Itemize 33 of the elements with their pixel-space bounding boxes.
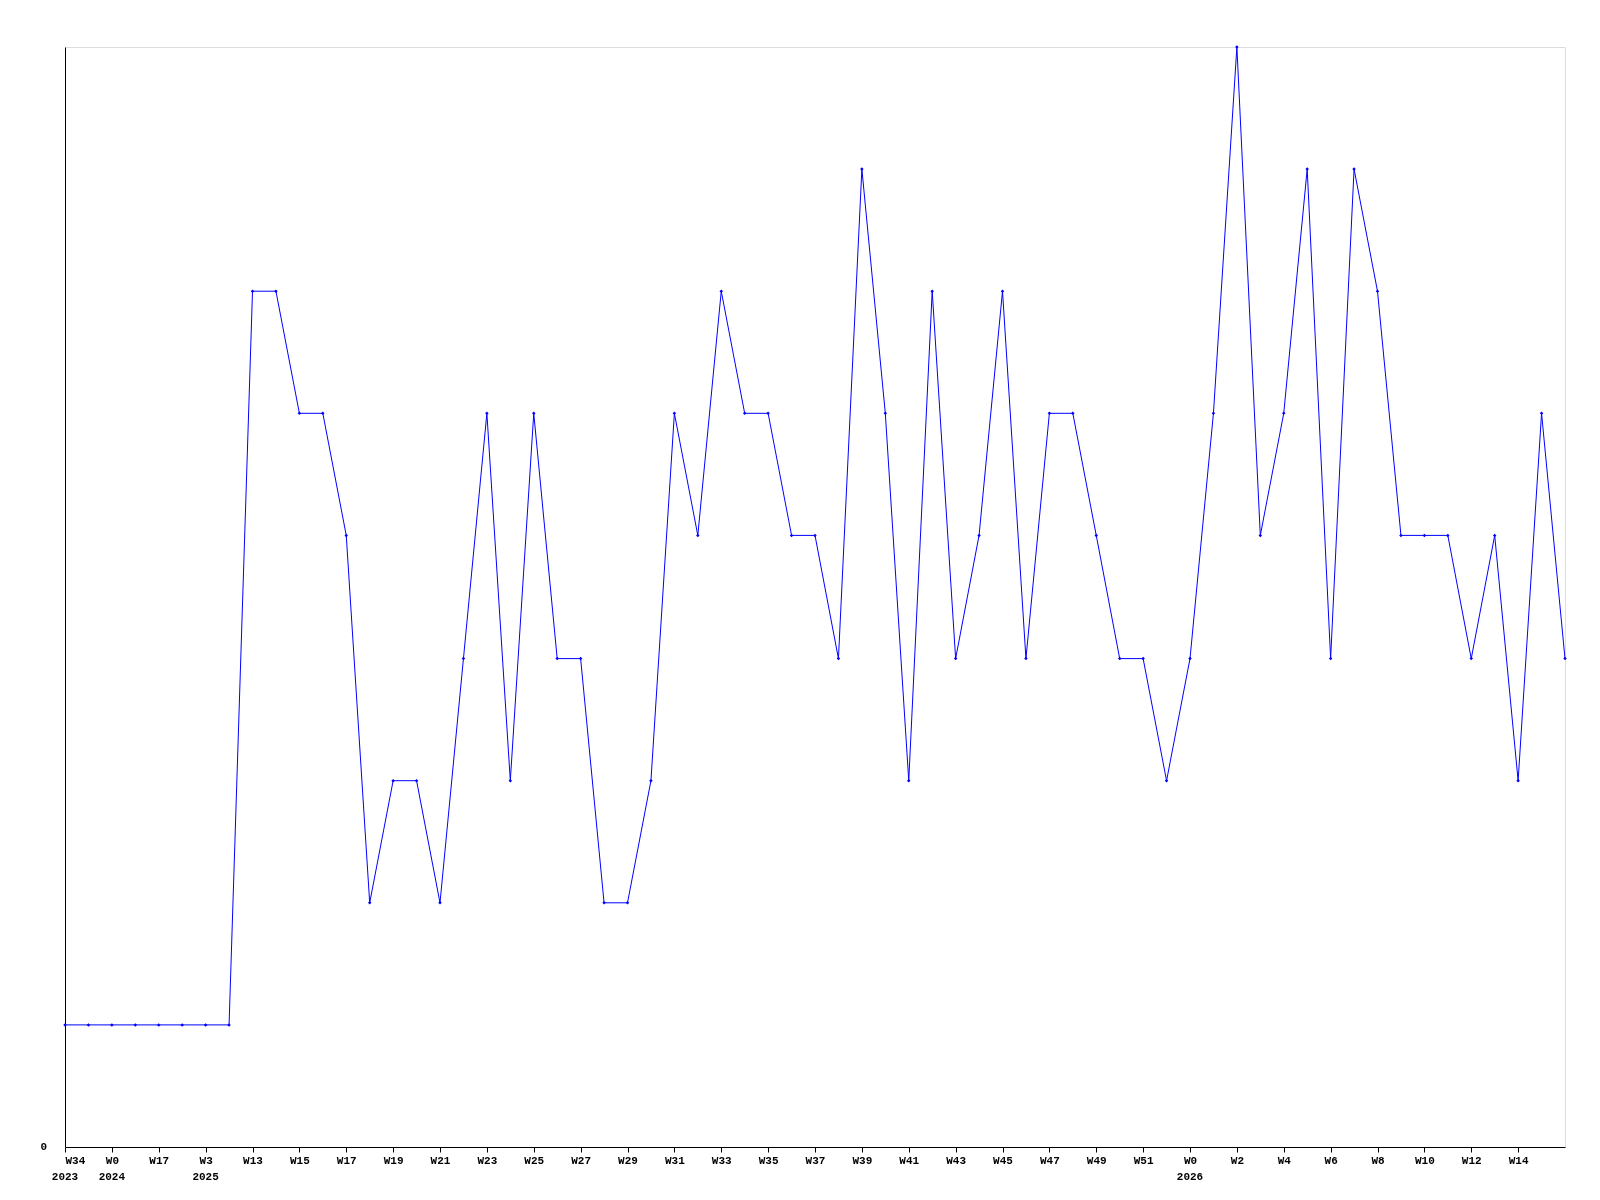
x-tick-label: W8 <box>1371 1154 1385 1167</box>
x-tick-label: W49 <box>1086 1154 1107 1167</box>
category-label: W3 2025 <box>192 1154 219 1183</box>
text: 0 <box>40 1141 47 1153</box>
x-tick-label: W35 <box>758 1154 779 1167</box>
x-tick-label: W19 <box>383 1154 404 1167</box>
x-tick-label: W41 <box>899 1154 920 1167</box>
x-tick-label: W4 <box>1277 1154 1292 1167</box>
x-tick-label: W25 <box>524 1154 545 1167</box>
x-tick-label: W29 <box>618 1154 638 1167</box>
x-tick-label: W12 <box>1461 1154 1482 1167</box>
x-tick-label: W17 <box>149 1154 170 1167</box>
x-tick-label: W47 <box>1039 1154 1060 1167</box>
x-tick-label: W31 <box>664 1154 686 1167</box>
x-tick-label: W10 <box>1414 1154 1435 1167</box>
x-tick-label: W13 <box>243 1154 264 1167</box>
x-tick-label: W39 <box>852 1154 873 1167</box>
x-tick-label: W14 <box>1508 1154 1529 1167</box>
x-tick-label: W43 <box>946 1154 967 1167</box>
x-tick-label: W6 <box>1324 1154 1338 1167</box>
x-tick-label: W51 <box>1133 1154 1154 1167</box>
x-tick-label: W21 <box>430 1154 451 1167</box>
category-label: W0 2024 <box>98 1154 126 1183</box>
x-tick-label: W2 <box>1230 1154 1244 1167</box>
x-tick-label: W17 <box>336 1154 357 1167</box>
category-label: W34 2023 <box>51 1154 86 1183</box>
x-tick-label: W15 <box>289 1154 311 1167</box>
x-tick-label: W33 <box>711 1154 733 1167</box>
category-label: W0 2026 <box>1176 1154 1204 1183</box>
x-tick-label: W23 <box>477 1154 498 1167</box>
x-tick-label: W37 <box>805 1154 826 1167</box>
x-tick-label: W45 <box>993 1154 1014 1167</box>
x-tick-label: W27 <box>571 1154 592 1167</box>
